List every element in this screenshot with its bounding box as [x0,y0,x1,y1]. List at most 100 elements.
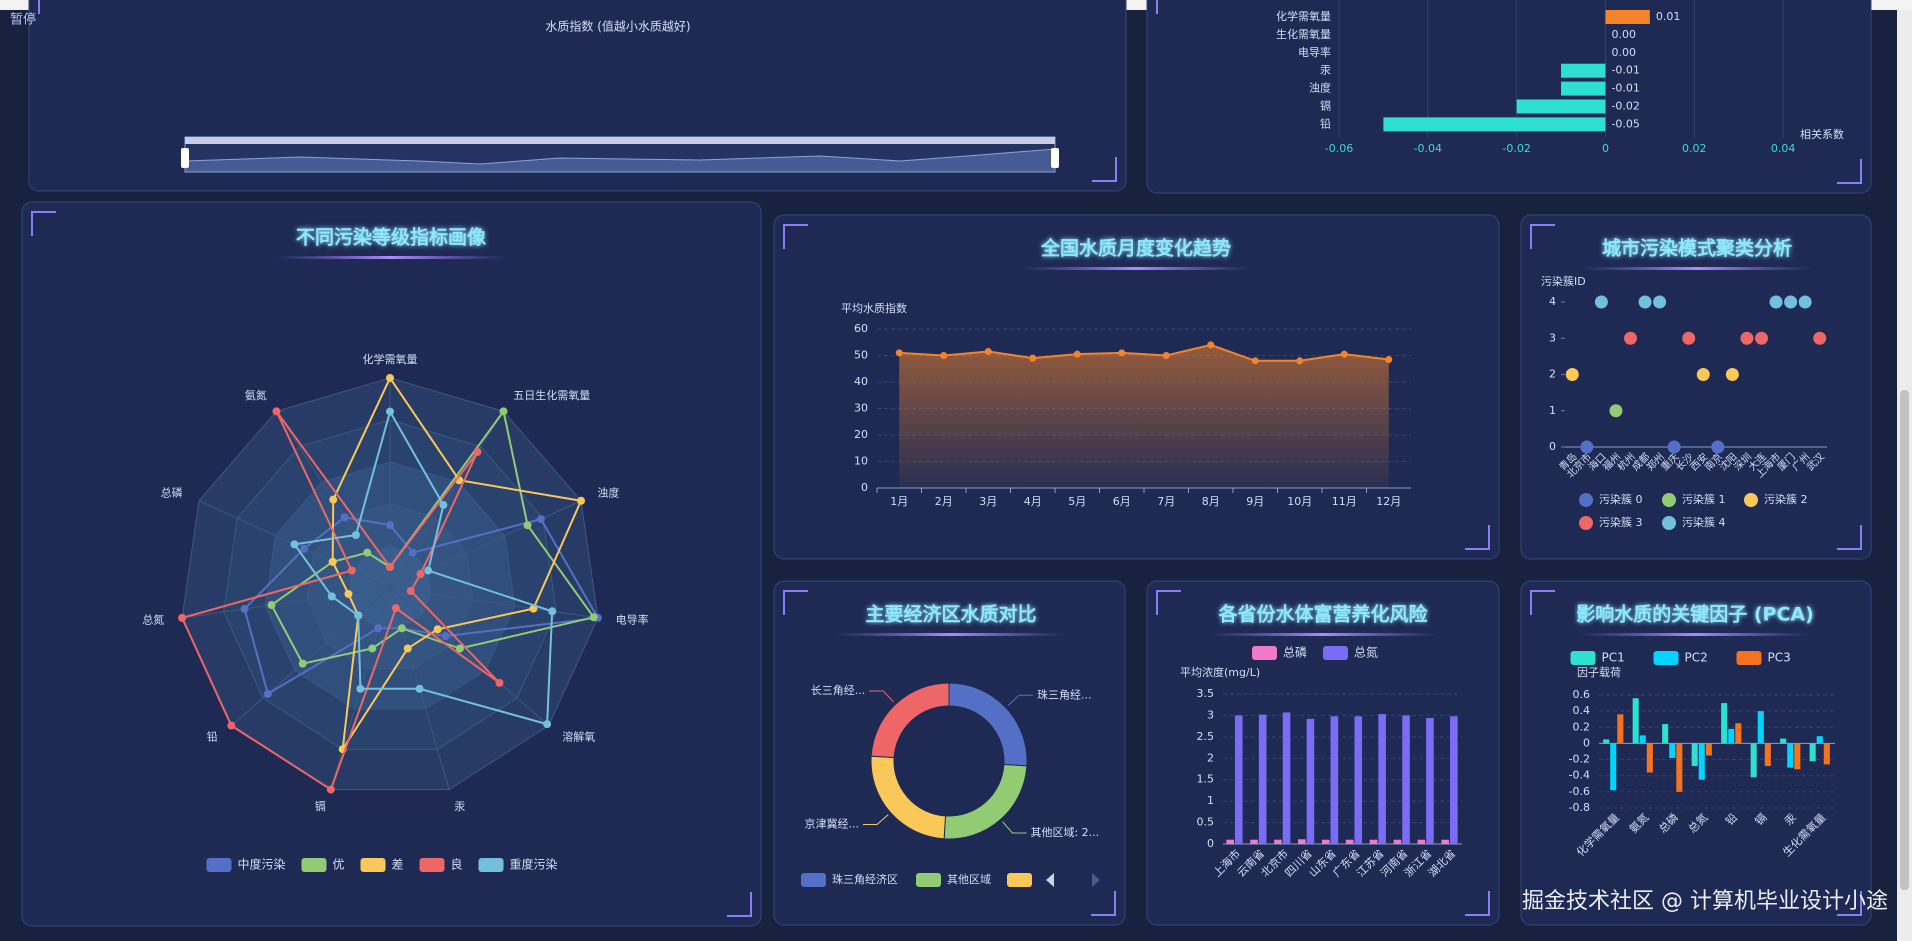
x-tick-label: 6月 [1113,495,1131,508]
indicator-label: 镉 [315,799,326,813]
bar [1345,839,1354,844]
radar-point [351,531,360,540]
zoom-handle[interactable] [181,148,189,168]
scatter-point [1667,440,1681,454]
leader-line [869,690,894,703]
status-label[interactable]: 暂停 [10,12,36,28]
y-tick-label: 电导率 [1298,45,1331,59]
bar [1393,839,1402,844]
y-tick-label: 0 [1549,440,1556,453]
panel [773,580,1126,926]
line-point [940,352,948,359]
radar-point [363,548,372,557]
line-point [1340,350,1348,358]
zoom-bar [185,137,1055,144]
legend-label: 优 [333,858,345,872]
bar [1516,99,1606,114]
legend-swatch [478,858,504,872]
legend-swatch [1653,651,1679,665]
zoom-handle[interactable] [1051,148,1059,168]
legend-label: 重度污染 [510,857,558,872]
x-tick-label: 9月 [1246,495,1264,508]
bar [1632,698,1639,744]
y-tick-label: 1 [1207,794,1214,807]
pie-slice [870,682,950,759]
y-tick-label: 1.5 [1197,773,1215,786]
bar [1258,714,1267,844]
legend-swatch [1122,873,1147,887]
corner [1156,0,1158,14]
scatter-point [1711,440,1725,454]
scrollbar-thumb[interactable] [1900,390,1909,890]
bar [1735,723,1742,744]
y-tick-label: 3 [1207,708,1214,721]
bar [1750,743,1757,778]
x-tick-label: -0.04 [1414,142,1442,155]
title-underline [1208,633,1438,636]
legend-swatch [301,858,327,872]
title-underline [1582,267,1812,270]
y-tick-label: 1 [1549,404,1556,417]
radar-point [397,624,406,633]
y-tick-label: 50 [854,349,868,362]
radar-point [391,604,400,613]
corner [783,224,808,249]
value-label: -0.01 [1611,82,1639,95]
legend-swatch [916,873,941,887]
y-tick-label: 0.4 [1573,704,1591,717]
radar-point [263,689,272,698]
x-tick-label: 0.02 [1682,142,1707,155]
radar-line [292,409,554,726]
corner [1091,891,1116,916]
radar-point [415,684,424,693]
radar-point [386,407,394,416]
radar-point [499,407,508,416]
radar-point [408,548,417,557]
radar-point [577,496,586,505]
chart-title: 全国水质月度变化趋势 [1040,237,1231,260]
legend-prev[interactable] [1046,873,1054,887]
zoom-preview [184,148,1056,173]
legend-label: 污染簇 1 [1682,492,1726,506]
bar [1823,743,1830,765]
y-tick-label: 60 [854,322,868,335]
x-tick-label: 7月 [1157,495,1175,508]
legend-next[interactable] [1092,873,1100,887]
corner [1837,525,1862,550]
corner [727,892,752,917]
chart-title: 各省份水体富营养化风险 [1217,603,1428,626]
radar-point [543,720,552,729]
legend-swatch [419,858,445,872]
indicator-label: 铅 [207,729,218,743]
bar [1383,117,1606,132]
legend-label: 污染簇 4 [1682,515,1726,529]
x-tick-label: 0 [1602,142,1609,155]
y-tick-label: 生化需氧量 [1276,27,1331,41]
scatter-point [1653,295,1667,309]
legend-label: 污染簇 3 [1599,515,1643,529]
x-tick-label: 1月 [890,495,908,508]
x-tick-label: 5月 [1068,495,1086,508]
line-point [1118,349,1126,357]
radar-point [441,632,450,641]
bar [1809,743,1816,762]
indicator-label: 浊度 [597,485,619,499]
bar [1402,715,1410,844]
value-label: 0.00 [1611,46,1636,59]
bar [1321,839,1330,844]
legend-swatch [1252,646,1277,660]
radar-point [272,407,281,416]
y-tick-label: 2.5 [1197,730,1215,743]
legend-swatch [1662,493,1676,507]
slice-label: 其他区域: 2... [1030,826,1099,839]
bar [1787,743,1794,768]
scatter-point [1696,368,1710,381]
scatter-point [1798,295,1812,309]
x-axis-title: 相关系数 [1800,127,1844,141]
legend-swatch [1570,651,1596,665]
y-tick-label: 3.5 [1197,687,1215,700]
radar-point [403,644,412,653]
value-label: -0.02 [1611,100,1639,113]
bar [1330,716,1339,844]
